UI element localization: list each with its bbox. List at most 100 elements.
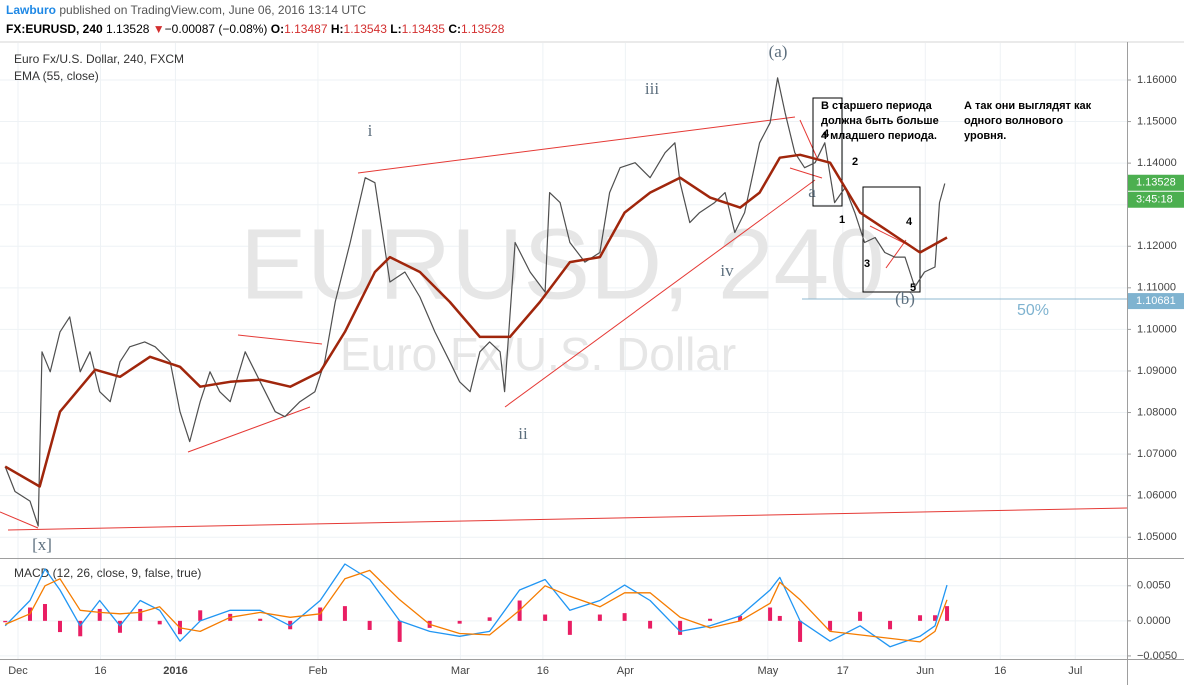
histogram-bar	[78, 620, 83, 637]
histogram-bar	[933, 615, 938, 621]
series-line	[4, 569, 948, 643]
y-tick-label: 1.14000	[1137, 157, 1177, 169]
wave-number: 4	[906, 216, 913, 228]
histogram-bar	[918, 615, 923, 621]
wave-number: 3	[864, 258, 870, 270]
series-line	[4, 563, 948, 648]
y-tick-label: −0.0050	[1137, 650, 1177, 662]
marks	[3, 77, 950, 648]
histogram-bar	[828, 620, 833, 631]
y-tick-label: 1.10000	[1137, 323, 1177, 335]
ohlc-value: 1.13543	[344, 22, 388, 36]
x-tick-label: Dec	[8, 665, 28, 677]
price-label-box	[1128, 174, 1184, 191]
histogram-bar	[97, 608, 102, 621]
histogram-bar	[342, 606, 347, 621]
histogram-bar	[42, 604, 47, 621]
y-tick-label: 1.08000	[1137, 406, 1177, 418]
trend-line	[237, 334, 323, 345]
price-label: 1.10681	[1136, 295, 1176, 307]
trend-line	[187, 406, 311, 453]
y-tick-label: 1.12000	[1137, 240, 1177, 252]
note-line: уровня.	[964, 130, 1006, 142]
fib-label: 50%	[1017, 302, 1049, 319]
change-arrow: ▼	[153, 22, 165, 36]
histogram-bar	[138, 608, 143, 621]
histogram-bar	[397, 620, 402, 642]
histogram-bar	[678, 620, 683, 635]
histogram-bar	[738, 615, 743, 621]
wave-label: (a)	[769, 42, 788, 61]
histogram-bar	[457, 620, 462, 624]
trend-line	[799, 119, 819, 161]
wave-label: ii	[518, 424, 528, 443]
ohlc-label: H:	[331, 22, 344, 36]
watermark: EURUSD, 240	[240, 208, 885, 320]
series-line	[4, 77, 946, 527]
histogram-bar	[3, 620, 8, 623]
published: published on TradingView.com, June 06, 2…	[59, 3, 366, 17]
symbol-line: FX:EURUSD, 240 1.13528 ▼−0.00087 (−0.08%…	[6, 22, 505, 36]
y-tick-label: 0.0050	[1137, 580, 1171, 592]
wave-label: i	[368, 121, 373, 140]
trend-line	[504, 179, 816, 408]
y-tick-label: 0.0000	[1137, 615, 1171, 627]
histogram-bar	[622, 613, 627, 621]
wave-box	[812, 97, 843, 207]
trend-line	[0, 511, 39, 529]
histogram-bar	[888, 620, 893, 630]
wave-label: [x]	[32, 535, 52, 554]
x-tick-label: Mar	[451, 665, 470, 677]
legend-entry: EMA (55, close)	[14, 69, 99, 83]
y-tick-label: 1.07000	[1137, 448, 1177, 460]
x-tick-label: 2016	[163, 665, 187, 677]
histogram-bar	[157, 620, 162, 625]
trend-line	[789, 167, 823, 179]
x-tick-label: Jul	[1068, 665, 1082, 677]
note-line: А так они выглядят как	[964, 100, 1092, 112]
histogram-bar	[597, 614, 602, 621]
x-tick-label: Apr	[617, 665, 634, 677]
note-line: одного волнового	[964, 115, 1063, 127]
last-price: 1.13528	[106, 22, 150, 36]
trend-line	[885, 239, 907, 269]
ohlc-value: 1.13528	[461, 22, 505, 36]
x-tick-label: 17	[837, 665, 849, 677]
y-tick-label: 1.09000	[1137, 365, 1177, 377]
wave-label: a	[808, 182, 816, 201]
x-tick-label: Feb	[308, 665, 327, 677]
histogram-bar	[567, 620, 572, 635]
trend-line	[7, 507, 1128, 531]
wave-number: 5	[910, 282, 916, 294]
x-tick-label: 16	[537, 665, 549, 677]
wave-number: 2	[852, 156, 858, 168]
x-tick-label: May	[757, 665, 778, 677]
ohlc-label: O:	[271, 22, 284, 36]
note-line: В старшего периода	[821, 100, 933, 112]
y-tick-label: 1.16000	[1137, 74, 1177, 86]
ohlc-label: C:	[448, 22, 461, 36]
x-tick-label: Jun	[916, 665, 934, 677]
histogram-bar	[198, 610, 203, 621]
y-tick-label: 1.06000	[1137, 490, 1177, 502]
histogram-bar	[487, 617, 492, 621]
legend-entry: Euro Fx/U.S. Dollar, 240, FXCM	[14, 52, 184, 66]
wave-number: 1	[839, 214, 845, 226]
x-tick-label: 16	[94, 665, 106, 677]
y-tick-label: 1.11000	[1137, 282, 1176, 294]
price-label-box	[1128, 293, 1184, 310]
histogram-bar	[648, 620, 653, 629]
histogram-bar	[777, 615, 782, 621]
price-label: 1.13528	[1136, 177, 1176, 189]
wave-number: 4	[823, 128, 830, 140]
wave-label: (b)	[895, 289, 915, 308]
histogram-bar	[798, 620, 803, 642]
countdown-box	[1128, 191, 1184, 208]
histogram-bar	[367, 620, 372, 630]
symbol: FX:EURUSD, 240	[6, 22, 103, 36]
header-line: Lawburo published on TradingView.com, Ju…	[6, 3, 366, 17]
y-tick-label: 1.05000	[1137, 531, 1177, 543]
countdown: 3:45:18	[1136, 194, 1173, 206]
series-line	[4, 153, 948, 488]
